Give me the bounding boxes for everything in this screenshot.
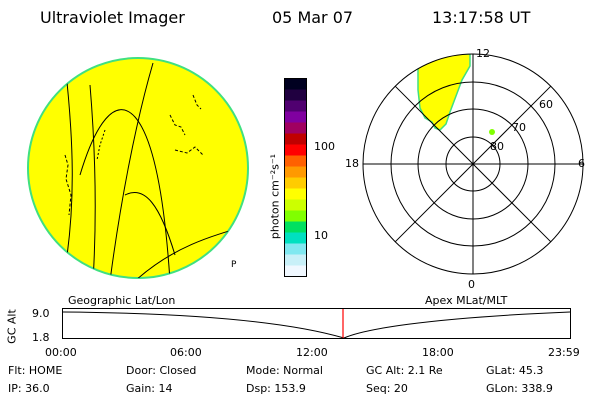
polar-plot bbox=[362, 53, 584, 275]
time-tick-1: 06:00 bbox=[170, 346, 202, 359]
coastline bbox=[174, 146, 204, 156]
mlt-label-right: 6 bbox=[578, 157, 585, 170]
alt-tick-top: 9.0 bbox=[32, 307, 50, 320]
colorbar-stripe bbox=[284, 177, 307, 189]
header-date: 05 Mar 07 bbox=[272, 8, 354, 27]
colorbar-stripe bbox=[284, 199, 307, 211]
mlt-label-bottom: 0 bbox=[468, 278, 475, 291]
app-title: Ultraviolet Imager bbox=[40, 8, 185, 27]
coastline bbox=[64, 154, 72, 216]
colorbar-stripe bbox=[284, 166, 307, 178]
colorbar-stripe bbox=[284, 243, 307, 255]
geo-grid-line bbox=[89, 84, 96, 278]
colorbar-stripe bbox=[284, 133, 307, 145]
colorbar-stripe bbox=[284, 144, 307, 156]
colorbar-stripe bbox=[284, 89, 307, 101]
ring-label-70: 70 bbox=[512, 121, 526, 134]
colorbar-unit-label: photon cm⁻²s⁻¹ bbox=[268, 153, 282, 240]
flight-info: Flt: HOME bbox=[8, 364, 63, 377]
dsp-info: Dsp: 153.9 bbox=[246, 382, 306, 395]
time-tick-2: 12:00 bbox=[296, 346, 328, 359]
mode-info: Mode: Normal bbox=[246, 364, 323, 377]
svg-text:P: P bbox=[231, 260, 237, 270]
geographic-image: P bbox=[27, 57, 249, 279]
time-tick-0: 00:00 bbox=[45, 346, 77, 359]
gain-info: Gain: 14 bbox=[126, 382, 173, 395]
gc-alt-info: GC Alt: 2.1 Re bbox=[366, 364, 443, 377]
colorbar-tick-100: 100 bbox=[314, 140, 335, 153]
seq-info: Seq: 20 bbox=[366, 382, 408, 395]
coastline bbox=[96, 129, 106, 161]
door-info: Door: Closed bbox=[126, 364, 197, 377]
coastline bbox=[192, 94, 202, 110]
geo-grid-line bbox=[109, 62, 154, 278]
geo-grid-line bbox=[79, 109, 171, 278]
colorbar-stripe bbox=[284, 232, 307, 244]
altitude-track bbox=[62, 308, 571, 339]
colorbar-stripe bbox=[284, 122, 307, 134]
time-tick-4: 23:59 bbox=[548, 346, 580, 359]
colorbar-stripe bbox=[284, 221, 307, 233]
colorbar bbox=[284, 78, 307, 277]
ring-label-60: 60 bbox=[539, 98, 553, 111]
colorbar-stripe bbox=[284, 78, 307, 90]
earth-disk bbox=[27, 57, 249, 279]
colorbar-stripe bbox=[284, 100, 307, 112]
header-time: 13:17:58 UT bbox=[432, 8, 531, 27]
coastline bbox=[169, 114, 186, 136]
mlt-line bbox=[394, 85, 552, 243]
colorbar-stripe bbox=[284, 111, 307, 123]
aurora-region bbox=[417, 54, 471, 131]
apex-label: Apex MLat/MLT bbox=[425, 294, 508, 307]
altitude-curve bbox=[62, 311, 571, 339]
glat-info: GLat: 45.3 bbox=[486, 364, 544, 377]
colorbar-stripe bbox=[284, 155, 307, 167]
colorbar-stripe bbox=[284, 210, 307, 222]
geo-grid-line bbox=[124, 192, 176, 256]
glon-info: GLon: 338.9 bbox=[486, 382, 553, 395]
colorbar-stripe bbox=[284, 188, 307, 200]
alt-tick-bottom: 1.8 bbox=[32, 331, 50, 344]
aurora-spot bbox=[489, 129, 495, 135]
mlt-label-left: 18 bbox=[345, 157, 359, 170]
geographic-label: Geographic Lat/Lon bbox=[68, 294, 176, 307]
time-tick-3: 18:00 bbox=[422, 346, 454, 359]
ring-label-80: 80 bbox=[490, 140, 504, 153]
ip-info: IP: 36.0 bbox=[8, 382, 50, 395]
altitude-axis-label: GC Alt bbox=[5, 309, 19, 344]
colorbar-stripe bbox=[284, 254, 307, 266]
colorbar-tick-10: 10 bbox=[314, 229, 328, 242]
colorbar-stripe bbox=[284, 265, 307, 277]
mlt-label-top: 12 bbox=[476, 47, 490, 60]
